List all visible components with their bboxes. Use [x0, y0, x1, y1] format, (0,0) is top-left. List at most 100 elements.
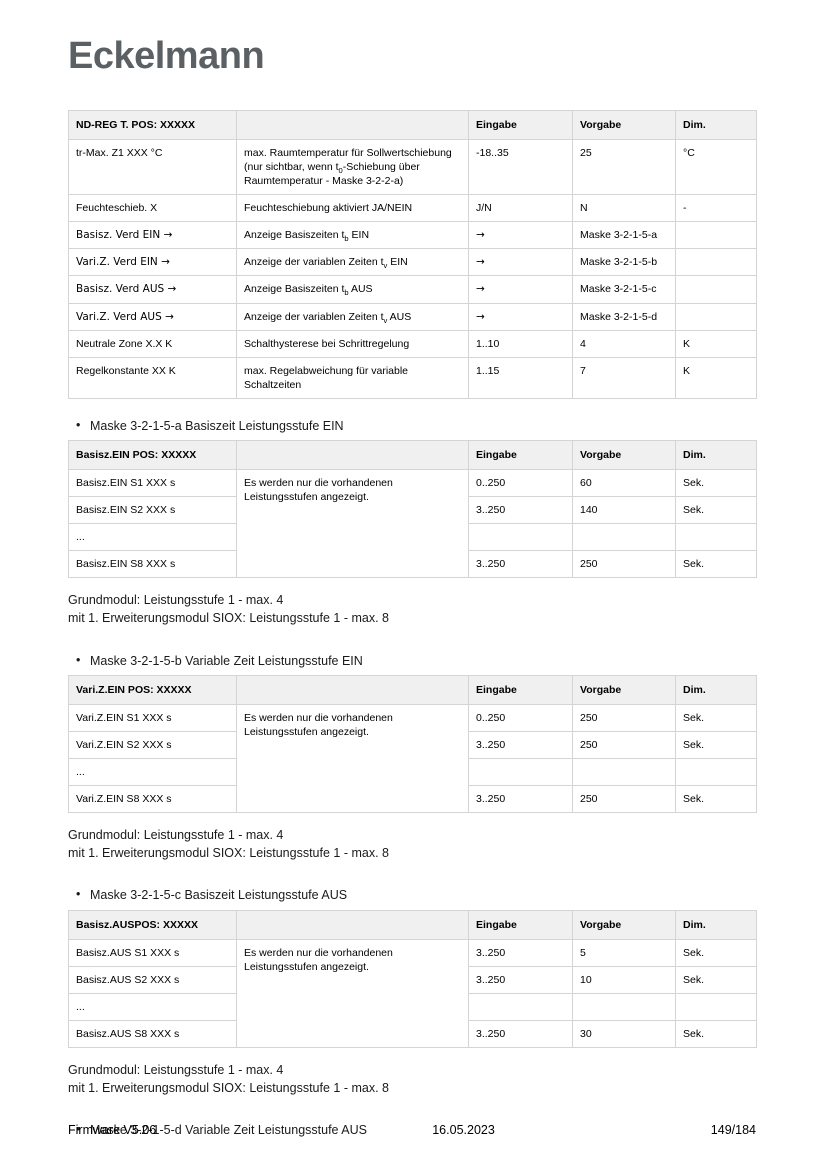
- cell-name: Vari.Z. Verd EIN →: [68, 248, 237, 277]
- table-header: Vari.Z.EIN POS: XXXXX Eingabe Vorgabe Di…: [68, 674, 757, 705]
- cell-eingabe: 3..250: [468, 785, 573, 814]
- cell-name: ...: [68, 523, 237, 552]
- cell-name: Basisz.EIN S1 XXX s: [68, 469, 237, 498]
- note-basisz-ein: Grundmodul: Leistungsstufe 1 - max. 4 mi…: [68, 591, 756, 627]
- cell-vorgabe: 250: [572, 703, 676, 732]
- table-row: Basisz.AUS S2 XXX s 3..250 10 Sek.: [68, 965, 757, 994]
- cell-vorgabe: N: [572, 194, 676, 223]
- table-variz-ein: Vari.Z.EIN POS: XXXXX Eingabe Vorgabe Di…: [68, 674, 757, 814]
- footer-date: 16.05.2023: [432, 1123, 495, 1137]
- table-basisz-aus: Basisz.AUSPOS: XXXXX Eingabe Vorgabe Dim…: [68, 909, 757, 1048]
- cell-eingabe: 3..250: [468, 938, 573, 967]
- bullet-text: Maske 3-2-1-5-c Basiszeit Leistungsstufe…: [90, 888, 348, 903]
- cell-eingabe: 3..250: [468, 1019, 573, 1048]
- cell-name: Basisz.EIN S2 XXX s: [68, 496, 237, 525]
- cell-vorgabe: Maske 3-2-1-5-d: [572, 302, 676, 331]
- col-header-dim: Dim.: [675, 674, 757, 705]
- cell-vorgabe: [572, 992, 676, 1021]
- page-footer: Firmware V5.06 16.05.2023 149/184: [68, 1123, 756, 1137]
- bullet-text: Maske 3-2-1-5-a Basiszeit Leistungsstufe…: [90, 418, 344, 433]
- cell-dim: K: [675, 356, 757, 399]
- table-row: ...: [68, 757, 757, 787]
- col-header-desc: [236, 109, 469, 141]
- bullet-marker-icon: •: [76, 887, 81, 902]
- table-row: Basisz.EIN S2 XXX s 3..250 140 Sek.: [68, 496, 757, 525]
- note-line-1: Grundmodul: Leistungsstufe 1 - max. 4: [68, 593, 284, 608]
- table-body: tr-Max. Z1 XXX °C max. Raumtemperatur fü…: [68, 139, 757, 399]
- cell-vorgabe: 4: [572, 329, 676, 358]
- cell-name: Basisz. Verd EIN →: [68, 221, 237, 250]
- cell-name: Vari.Z. Verd AUS →: [68, 302, 237, 331]
- cell-eingabe: →: [468, 221, 573, 250]
- cell-name: Basisz.AUS S8 XXX s: [68, 1019, 237, 1048]
- table-row: Basisz.AUS S1 XXX s Es werden nur die vo…: [68, 938, 757, 1048]
- cell-eingabe: [468, 523, 573, 552]
- cell-dim: °C: [675, 139, 757, 196]
- cell-merged-desc: Es werden nur die vorhandenen Leistungss…: [236, 938, 469, 1048]
- col-header-eingabe: Eingabe: [468, 909, 573, 940]
- cell-eingabe: 3..250: [468, 965, 573, 994]
- eckelmann-logo: Eckelmann: [68, 35, 265, 77]
- cell-vorgabe: Maske 3-2-1-5-c: [572, 275, 676, 304]
- cell-desc: Anzeige der variablen Zeiten tv EIN: [236, 248, 469, 277]
- cell-merged-desc: Es werden nur die vorhandenen Leistungss…: [236, 469, 469, 579]
- cell-eingabe: 0..250: [468, 469, 573, 498]
- bullet-marker-icon: •: [76, 417, 81, 432]
- cell-vorgabe: 250: [572, 550, 676, 579]
- cell-dim: -: [675, 194, 757, 223]
- table-row: Vari.Z.EIN S1 XXX s Es werden nur die vo…: [68, 703, 757, 814]
- cell-dim: Sek.: [675, 496, 757, 525]
- note-line-2: mit 1. Erweiterungsmodul SIOX: Leistungs…: [68, 846, 389, 861]
- cell-name: Neutrale Zone X.X K: [68, 329, 237, 358]
- cell-vorgabe: 250: [572, 730, 676, 760]
- desc-subscript: b: [344, 288, 349, 298]
- cell-merged-desc: Es werden nur die vorhandenen Leistungss…: [236, 703, 469, 814]
- table-header-row: Basisz.EIN POS: XXXXX Eingabe Vorgabe Di…: [68, 439, 757, 471]
- desc-subscript: v: [383, 315, 388, 325]
- cell-eingabe: →: [468, 275, 573, 304]
- table-row: Basisz.EIN S8 XXX s 3..250 250 Sek.: [68, 550, 757, 579]
- desc-subscript: v: [383, 261, 388, 271]
- col-header-eingabe: Eingabe: [468, 674, 573, 705]
- bullet-text: Maske 3-2-1-5-d Variable Zeit Leistungss…: [90, 1123, 367, 1138]
- cell-name: ...: [68, 992, 237, 1021]
- note-line-1: Grundmodul: Leistungsstufe 1 - max. 4: [68, 828, 284, 843]
- desc-post: EIN: [348, 229, 370, 242]
- cell-name: Vari.Z.EIN S1 XXX s: [68, 703, 237, 732]
- col-header-eingabe: Eingabe: [468, 439, 573, 471]
- cell-eingabe: [468, 992, 573, 1021]
- table-header: Basisz.AUSPOS: XXXXX Eingabe Vorgabe Dim…: [68, 909, 757, 940]
- table-row: Vari.Z. Verd AUS → Anzeige der variablen…: [68, 302, 757, 331]
- col-header-dim: Dim.: [675, 109, 757, 141]
- cell-vorgabe: 7: [572, 356, 676, 399]
- cell-vorgabe: 250: [572, 785, 676, 814]
- bullet-maske-3-2-1-5-d: • Maske 3-2-1-5-d Variable Zeit Leistung…: [68, 1122, 756, 1138]
- cell-vorgabe: 10: [572, 965, 676, 994]
- desc-line-1: max. Raumtemperatur für Sollwertschiebun…: [244, 147, 452, 160]
- table-row: Regelkonstante XX K max. Regelabweichung…: [68, 356, 757, 399]
- cell-eingabe: 3..250: [468, 550, 573, 579]
- cell-dim: Sek.: [675, 965, 757, 994]
- table-body: Vari.Z.EIN S1 XXX s Es werden nur die vo…: [68, 703, 757, 814]
- document-content: ND-REG T. POS: XXXXX Eingabe Vorgabe Dim…: [68, 109, 757, 1138]
- desc-post: AUS: [387, 310, 412, 323]
- note-variz-ein: Grundmodul: Leistungsstufe 1 - max. 4 mi…: [68, 826, 756, 862]
- cell-name: Basisz. Verd AUS →: [68, 275, 237, 304]
- cell-eingabe: 0..250: [468, 703, 573, 732]
- cell-name: Basisz.AUS S2 XXX s: [68, 965, 237, 994]
- cell-vorgabe: 5: [572, 938, 676, 967]
- cell-desc: max. Raumtemperatur für Sollwertschiebun…: [236, 139, 469, 196]
- desc-subscript: b: [344, 234, 349, 244]
- cell-dim: Sek.: [675, 785, 757, 814]
- bullet-marker-icon: •: [76, 1122, 81, 1137]
- desc-line-2-pre: (nur sichtbar, wenn t: [244, 161, 339, 174]
- bullet-maske-3-2-1-5-b: • Maske 3-2-1-5-b Variable Zeit Leistung…: [68, 653, 756, 669]
- cell-dim: Sek.: [675, 938, 757, 967]
- cell-desc: Anzeige der variablen Zeiten tv AUS: [236, 302, 469, 331]
- table-row: Feuchteschieb. X Feuchteschiebung aktivi…: [68, 194, 757, 223]
- cell-desc: Anzeige Basiszeiten tb AUS: [236, 275, 469, 304]
- cell-dim: Sek.: [675, 1019, 757, 1048]
- cell-eingabe: 3..250: [468, 496, 573, 525]
- table-row: Vari.Z.EIN S8 XXX s 3..250 250 Sek.: [68, 785, 757, 814]
